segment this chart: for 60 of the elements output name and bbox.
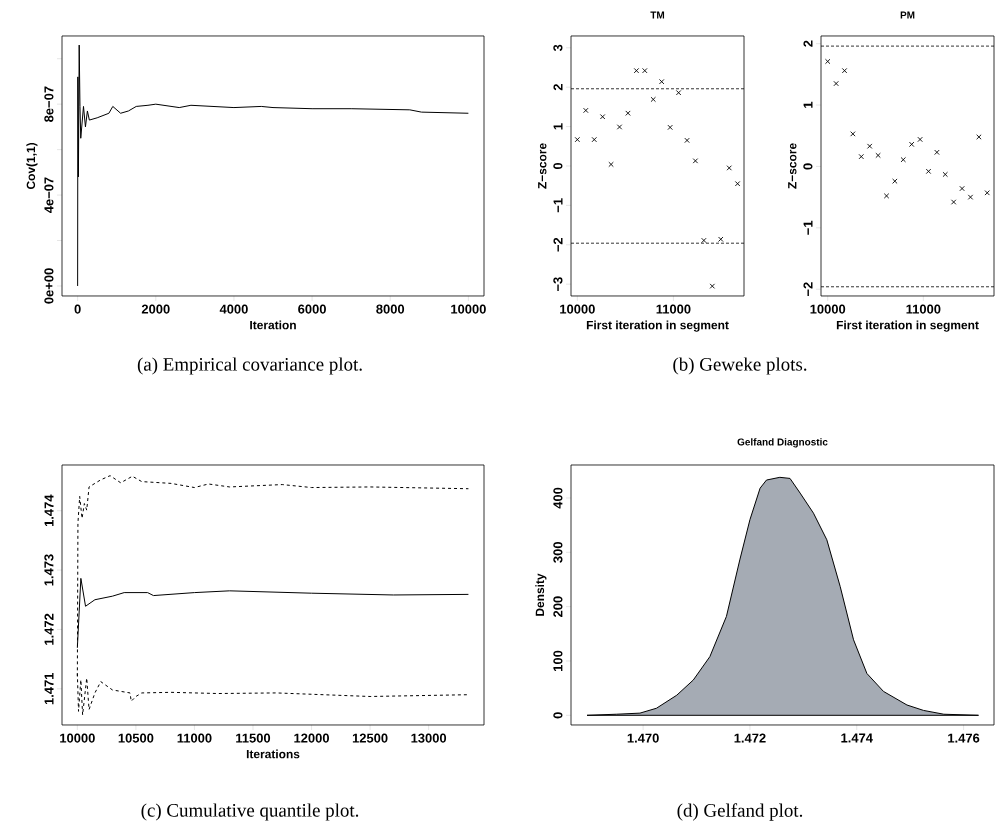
- text: (d) Gelfand plot.: [677, 803, 803, 821]
- y-tick-label: 3: [553, 44, 563, 52]
- x-tick-label: 11000: [906, 304, 941, 314]
- y-axis-title: Cov(1,1): [26, 142, 38, 190]
- y-tick-label: −2: [803, 282, 813, 297]
- x-tick-label: 11500: [236, 733, 271, 743]
- y-tick-label: 400: [553, 487, 563, 509]
- x-tick-label: 10000: [451, 304, 486, 314]
- y-tick-label: 1: [803, 101, 813, 108]
- y-tick-label: 300: [553, 542, 563, 563]
- y-tick-label: 2: [553, 84, 563, 91]
- y-tick-label: 200: [553, 596, 563, 617]
- x-tick-label: 1.470: [627, 733, 659, 743]
- chart-title: Gelfand Diagnostic: [737, 438, 828, 448]
- y-axis-title: Z−score: [538, 143, 547, 189]
- y-tick-label: 100: [553, 650, 563, 671]
- text: (a) Empirical covariance plot.: [137, 357, 362, 375]
- x-tick-label: 1.476: [948, 733, 980, 743]
- text: (b) Geweke plots.: [673, 357, 807, 375]
- x-tick-label: 10000: [560, 304, 595, 314]
- x-axis-title: First iteration in segment: [586, 320, 729, 332]
- x-tick-label: 12000: [294, 733, 329, 743]
- x-tick-label: 12500: [352, 733, 388, 743]
- y-tick-label: 0: [553, 162, 563, 170]
- y-tick-label: 0: [553, 712, 563, 719]
- x-tick-label: 8000: [376, 304, 405, 314]
- x-tick-label: 10000: [60, 733, 95, 743]
- x-tick-label: 6000: [298, 304, 326, 314]
- y-tick-label: 1.473: [44, 554, 54, 586]
- chart-title: TM: [650, 11, 665, 19]
- y-tick-label: 0e+00: [44, 268, 54, 304]
- x-tick-label: 13000: [411, 733, 447, 743]
- y-axis-title: Z−score: [788, 143, 797, 189]
- x-tick-label: 11000: [177, 733, 212, 743]
- x-axis-title: Iterations: [246, 749, 300, 759]
- x-axis-title: Iteration: [250, 320, 296, 330]
- x-tick-label: 2000: [141, 304, 170, 314]
- y-tick-label: 2: [803, 40, 813, 47]
- x-tick-label: 11000: [656, 304, 691, 314]
- x-tick-label: 10500: [118, 733, 154, 743]
- y-tick-label: −3: [553, 277, 563, 292]
- y-tick-label: 1.472: [44, 613, 54, 645]
- y-tick-label: 1.474: [44, 494, 54, 527]
- y-tick-label: 1.471: [44, 672, 54, 705]
- y-tick-label: −2: [553, 237, 563, 252]
- x-tick-label: 0: [74, 304, 81, 314]
- x-tick-label: 1.474: [841, 733, 873, 743]
- y-tick-label: −1: [553, 198, 563, 213]
- y-tick-label: 8e−07: [44, 86, 54, 122]
- x-axis-title: First iteration in segment: [836, 320, 979, 332]
- y-tick-label: 4e−07: [44, 177, 54, 214]
- x-tick-label: 1.472: [734, 733, 766, 743]
- y-tick-label: 1: [553, 123, 563, 130]
- chart-title: PM: [900, 11, 915, 19]
- x-tick-label: 10000: [810, 304, 846, 314]
- y-tick-label: −1: [803, 220, 813, 235]
- y-axis-title: Density: [535, 573, 547, 616]
- text: (c) Cumulative quantile plot.: [141, 803, 359, 821]
- y-tick-label: 0: [803, 163, 813, 170]
- x-tick-label: 4000: [219, 304, 248, 314]
